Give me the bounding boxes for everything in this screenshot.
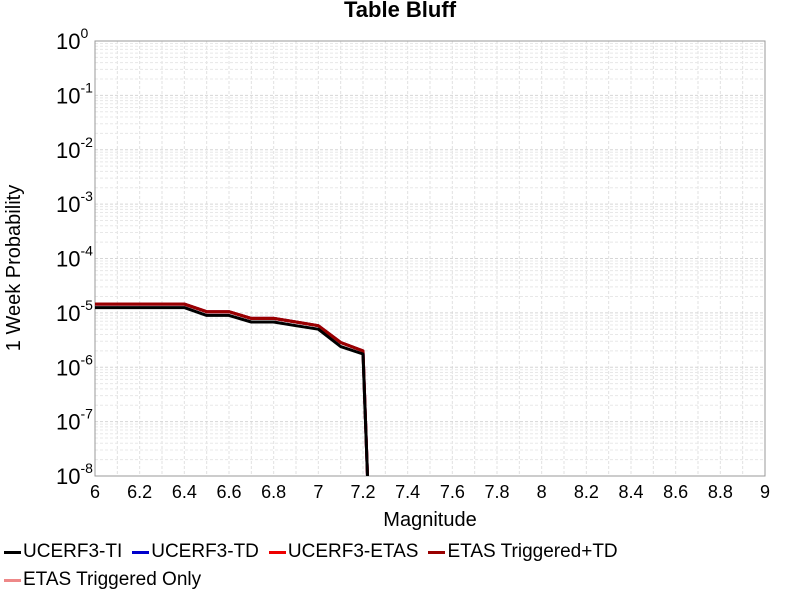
y-tick-label: 10-5 [56, 297, 93, 326]
plot-area [94, 40, 766, 477]
series-layer [95, 302, 369, 477]
series-line-etas-triggered-td [95, 302, 369, 477]
y-axis-label: 1 Week Probability [3, 185, 25, 351]
legend-swatch-etas-triggered-td [428, 550, 446, 554]
x-tick-label: 7 [313, 482, 323, 502]
legend-label-ucerf3-etas: UCERF3-ETAS [287, 541, 419, 562]
y-tick-label: 10-4 [56, 243, 93, 272]
legend-swatch-ucerf3-etas [268, 550, 286, 554]
x-tick-label: 7.6 [440, 482, 465, 502]
chart-title: Table Bluff [344, 0, 457, 22]
x-tick-label: 6 [90, 482, 100, 502]
y-tick-label: 100 [56, 25, 88, 54]
y-tick-label: 10-8 [56, 460, 93, 489]
legend-item-ucerf3-td: UCERF3-TD [128, 541, 259, 563]
x-tick-label: 7.2 [350, 482, 375, 502]
legend-swatch-ucerf3-ti [4, 550, 21, 554]
legend-swatch-etas-triggered-only [4, 578, 21, 582]
y-tick-label: 10-7 [56, 406, 93, 435]
y-tick-label: 10-3 [56, 188, 93, 217]
x-tick-label: 8.4 [618, 482, 643, 502]
legend-label-ucerf3-td: UCERF3-TD [151, 541, 259, 562]
x-tick-label: 6.2 [127, 482, 152, 502]
legend-label-etas-triggered-td: ETAS Triggered+TD [447, 541, 618, 562]
x-tick-label: 6.4 [172, 482, 197, 502]
legend-item-etas-triggered-only: ETAS Triggered Only [0, 569, 201, 591]
legend-row-2: ETAS Triggered Only [0, 566, 800, 594]
y-tick-label: 10-2 [56, 134, 93, 163]
legend: UCERF3-TI UCERF3-TD UCERF3-ETAS ETAS Tri… [0, 538, 800, 594]
x-tick-label: 8 [537, 482, 547, 502]
series-line-ucerf3-ti [95, 306, 369, 477]
legend-label-etas-triggered-only: ETAS Triggered Only [23, 569, 202, 590]
legend-swatch-ucerf3-td [132, 550, 150, 554]
x-tick-label: 7.8 [484, 482, 509, 502]
y-tick-label: 10-1 [56, 79, 93, 108]
x-tick-label: 9 [760, 482, 770, 502]
x-tick-label: 8.2 [574, 482, 599, 502]
legend-item-etas-triggered-td: ETAS Triggered+TD [424, 541, 618, 563]
y-axis-ticks: 100 10-1 10-2 10-3 10-4 10-5 10-6 10-7 10-8 [56, 25, 93, 489]
legend-row-1: UCERF3-TI UCERF3-TD UCERF3-ETAS ETAS Tri… [0, 538, 800, 566]
legend-item-ucerf3-etas: UCERF3-ETAS [265, 541, 419, 563]
x-tick-label: 8.6 [663, 482, 688, 502]
y-tick-label: 10-6 [56, 351, 93, 380]
legend-label-ucerf3-ti: UCERF3-TI [23, 541, 123, 562]
x-tick-label: 6.8 [261, 482, 286, 502]
legend-item-ucerf3-ti: UCERF3-TI [0, 541, 122, 563]
chart-svg: 6 6.2 6.4 6.6 6.8 7 7.2 7.4 7.6 7.8 8 8.2 8.4 8.6 8.8 9… [3, 0, 770, 531]
x-tick-label: 6.6 [216, 482, 241, 502]
x-axis-ticks: 6 6.2 6.4 6.6 6.8 7 7.2 7.4 7.6 7.8 8 8.2 8.4 8.6 8.8 9 [90, 482, 770, 502]
x-tick-label: 8.8 [708, 482, 733, 502]
x-tick-label: 7.4 [395, 482, 420, 502]
x-axis-label: Magnitude [383, 509, 476, 531]
grid [94, 41, 766, 477]
